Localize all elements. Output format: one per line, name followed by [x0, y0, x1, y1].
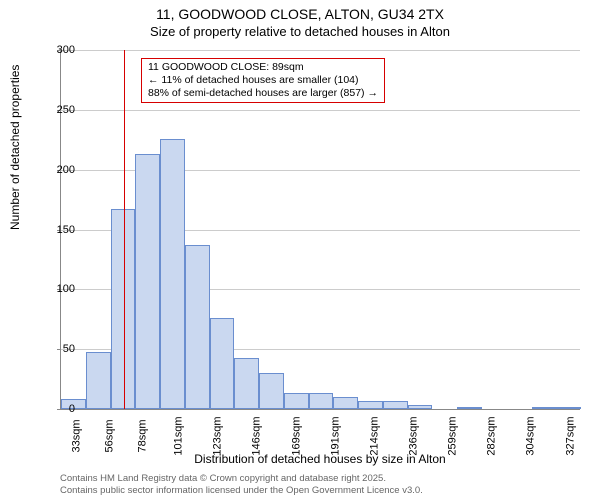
annotation-box: 11 GOODWOOD CLOSE: 89sqm ← 11% of detach… [141, 58, 385, 103]
histogram-bars [61, 50, 581, 409]
histogram-bar [135, 154, 160, 409]
chart-area: 11 GOODWOOD CLOSE: 89sqm ← 11% of detach… [60, 50, 580, 410]
reference-line [124, 50, 125, 409]
footer-line1: Contains HM Land Registry data © Crown c… [60, 473, 423, 484]
footer-attribution: Contains HM Land Registry data © Crown c… [60, 473, 423, 496]
y-tick-label: 150 [40, 224, 75, 236]
y-tick-label: 50 [40, 343, 75, 355]
histogram-bar [408, 405, 433, 409]
chart-title-line2: Size of property relative to detached ho… [0, 24, 600, 40]
x-tick-label: 191sqm [329, 416, 341, 455]
y-tick-label: 200 [40, 164, 75, 176]
histogram-bar [111, 209, 136, 409]
x-tick-labels: 33sqm56sqm78sqm101sqm123sqm146sqm169sqm1… [60, 412, 580, 424]
x-tick-label: 304sqm [525, 416, 537, 455]
histogram-bar [556, 407, 581, 409]
y-axis-title: Number of detached properties [8, 65, 22, 230]
x-tick-label: 236sqm [408, 416, 420, 455]
histogram-bar [309, 393, 334, 409]
histogram-bar [333, 397, 358, 409]
x-tick-label: 146sqm [251, 416, 263, 455]
plot-region: 11 GOODWOOD CLOSE: 89sqm ← 11% of detach… [60, 50, 580, 410]
histogram-bar [259, 373, 284, 409]
annotation-line1: 11 GOODWOOD CLOSE: 89sqm [148, 61, 378, 74]
x-tick-label: 56sqm [104, 419, 116, 452]
x-tick-label: 169sqm [290, 416, 302, 455]
histogram-bar [160, 139, 185, 409]
x-tick-label: 214sqm [368, 416, 380, 455]
x-tick-label: 101sqm [173, 416, 185, 455]
y-tick-label: 0 [40, 403, 75, 415]
x-tick-label: 33sqm [71, 419, 83, 452]
x-tick-label: 78sqm [137, 419, 149, 452]
histogram-bar [457, 407, 482, 409]
footer-line2: Contains public sector information licen… [60, 485, 423, 496]
x-tick-label: 123sqm [212, 416, 224, 455]
histogram-bar [210, 318, 235, 409]
annotation-line3: 88% of semi-detached houses are larger (… [148, 87, 378, 100]
histogram-bar [86, 352, 111, 409]
histogram-bar [358, 401, 383, 409]
y-tick-label: 300 [40, 44, 75, 56]
x-axis-title: Distribution of detached houses by size … [60, 452, 580, 466]
chart-title-block: 11, GOODWOOD CLOSE, ALTON, GU34 2TX Size… [0, 0, 600, 40]
histogram-bar [532, 407, 557, 409]
x-tick-label: 259sqm [447, 416, 459, 455]
x-tick-label: 327sqm [564, 416, 576, 455]
y-tick-label: 100 [40, 283, 75, 295]
histogram-bar [234, 358, 259, 409]
y-tick-label: 250 [40, 104, 75, 116]
histogram-bar [383, 401, 408, 409]
histogram-bar [284, 393, 309, 409]
x-tick-label: 282sqm [486, 416, 498, 455]
histogram-bar [185, 245, 210, 409]
annotation-line2: ← 11% of detached houses are smaller (10… [148, 74, 378, 87]
chart-title-line1: 11, GOODWOOD CLOSE, ALTON, GU34 2TX [0, 6, 600, 24]
